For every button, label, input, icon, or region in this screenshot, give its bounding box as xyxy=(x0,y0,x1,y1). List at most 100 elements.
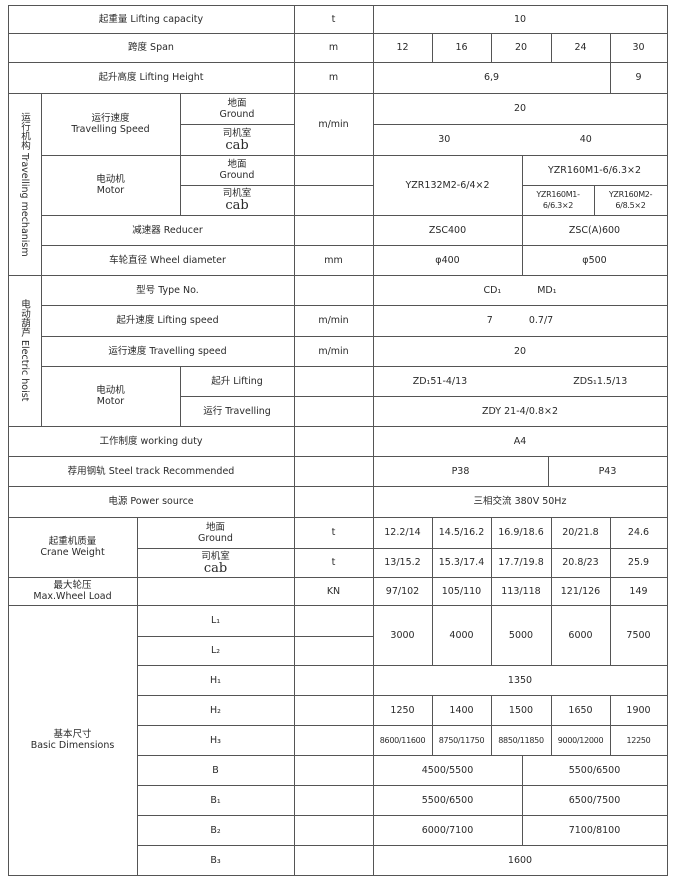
value: 5500/6500 xyxy=(372,784,523,816)
value: 1500 xyxy=(490,694,552,726)
value: 5000 xyxy=(490,604,552,666)
dimension-label: B₁ xyxy=(136,784,295,816)
span-value: 16 xyxy=(431,32,492,63)
value: 3000 xyxy=(372,604,433,666)
unit: m xyxy=(293,32,374,63)
unit xyxy=(293,754,374,786)
row-label-text: 运行速度 xyxy=(91,113,130,124)
unit: t xyxy=(293,4,374,34)
dimension-label: H₁ xyxy=(136,664,295,696)
unit xyxy=(293,604,374,637)
value: 20/21.8 xyxy=(550,516,611,549)
value: 24.6 xyxy=(609,516,668,549)
sub-label-ground-text: 地面 xyxy=(227,159,247,170)
sub-label-cab: 司机室 cab xyxy=(136,547,295,578)
row-label-text: 最大轮压 xyxy=(53,580,92,591)
row-label: 运行速度 Travelling Speed xyxy=(40,92,181,156)
unit xyxy=(293,664,374,696)
value-text: 40 xyxy=(579,134,592,145)
sub-label-cab: 司机室 cab xyxy=(179,123,295,156)
unit: t xyxy=(293,547,374,578)
value: 9 xyxy=(609,61,668,94)
value: 1650 xyxy=(550,694,611,726)
value: 4500/5500 xyxy=(372,754,523,786)
value-text: MD₁ xyxy=(537,284,557,296)
value: 113/118 xyxy=(490,576,552,606)
value: 14.5/16.2 xyxy=(431,516,492,549)
unit xyxy=(293,844,374,876)
unit: KN xyxy=(293,576,374,606)
row-label: 跨度 Span xyxy=(7,32,295,63)
value-text: 7 xyxy=(486,315,493,326)
value: 20.8/23 xyxy=(550,547,611,578)
value-text: ZD₁51-4/13 xyxy=(412,375,468,387)
unit xyxy=(293,485,374,518)
row-label-text: Basic Dimensions xyxy=(30,740,115,751)
row-label: 起重机质量 Crane Weight xyxy=(7,516,138,578)
value: ZD₁51-4/13 ZDS₁1.5/13 xyxy=(372,365,668,397)
sub-label-ground-text: Ground xyxy=(219,170,255,181)
span-value: 24 xyxy=(550,32,611,63)
sub-label-ground-text: Ground xyxy=(198,532,233,544)
value: 6000 xyxy=(550,604,611,666)
row-label: 运行速度 Travelling speed xyxy=(40,335,295,367)
value: 17.7/19.8 xyxy=(490,547,552,578)
unit xyxy=(293,694,374,726)
dimension-label: B₂ xyxy=(136,814,295,846)
value: 12.2/14 xyxy=(372,516,433,549)
value: 1250 xyxy=(372,694,433,726)
sub-label-cab: 司机室 cab xyxy=(179,184,295,216)
row-label: 电动机 Motor xyxy=(40,365,181,427)
row-label: 型号 Type No. xyxy=(40,274,295,306)
row-label-text: 电动机 xyxy=(96,385,125,396)
value: YZR132M2-6/4×2 xyxy=(372,154,523,216)
row-label-text: Travelling Speed xyxy=(71,124,150,135)
value: 6500/7500 xyxy=(521,784,668,816)
unit: m/min xyxy=(293,92,374,156)
sub-label-cab-text: cab xyxy=(203,560,228,576)
sub-label-cab-text: cab xyxy=(225,137,249,153)
row-label: 起升速度 Lifting speed xyxy=(40,304,295,337)
value: φ400 xyxy=(372,244,523,276)
span-value: 12 xyxy=(372,32,433,63)
sub-label-ground: 地面 Ground xyxy=(136,516,295,549)
value: CD₁ MD₁ xyxy=(372,274,668,306)
row-label: 最大轮压 Max.Wheel Load xyxy=(7,576,138,606)
unit xyxy=(293,724,374,756)
value: 25.9 xyxy=(609,547,668,578)
value: 5500/6500 xyxy=(521,754,668,786)
value: P43 xyxy=(547,455,668,487)
sub-label-ground-text: Ground xyxy=(219,108,255,120)
sub-label-cab-text: 司机室 xyxy=(222,127,252,139)
span-value: 30 xyxy=(609,32,668,63)
unit: m/min xyxy=(293,304,374,337)
dimension-label: B₃ xyxy=(136,844,295,876)
unit xyxy=(293,425,374,457)
row-label-text: Motor xyxy=(96,185,125,196)
row-label: 工作制度 working duty xyxy=(7,425,295,457)
sub-label xyxy=(136,576,295,606)
dimension-label: L₂ xyxy=(136,635,295,666)
value: 20 xyxy=(372,92,668,125)
row-label-text: 基本尺寸 xyxy=(53,729,92,740)
group-label-travelling: 运行机构 Travelling mechanism xyxy=(7,92,42,276)
value: 8750/11750 xyxy=(431,724,492,756)
sub-label-ground-text: 地面 xyxy=(205,521,225,533)
row-label-text: 电动机 xyxy=(96,174,125,185)
row-label-text: 起重机质量 xyxy=(48,536,97,547)
value-text: 0.7/7 xyxy=(528,315,554,326)
unit xyxy=(293,184,374,216)
value: 8850/11850 xyxy=(490,724,552,756)
row-label: 电源 Power source xyxy=(7,485,295,518)
value: 4000 xyxy=(431,604,492,666)
sub-label-cab-text: 司机室 xyxy=(201,550,230,562)
row-label: 电动机 Motor xyxy=(40,154,181,216)
value: 105/110 xyxy=(431,576,492,606)
unit xyxy=(293,635,374,666)
unit xyxy=(293,274,374,306)
value: 7500 xyxy=(609,604,668,666)
value: 1400 xyxy=(431,694,492,726)
value: 6,9 xyxy=(372,61,611,94)
dimension-label: H₃ xyxy=(136,724,295,756)
unit xyxy=(293,154,374,186)
